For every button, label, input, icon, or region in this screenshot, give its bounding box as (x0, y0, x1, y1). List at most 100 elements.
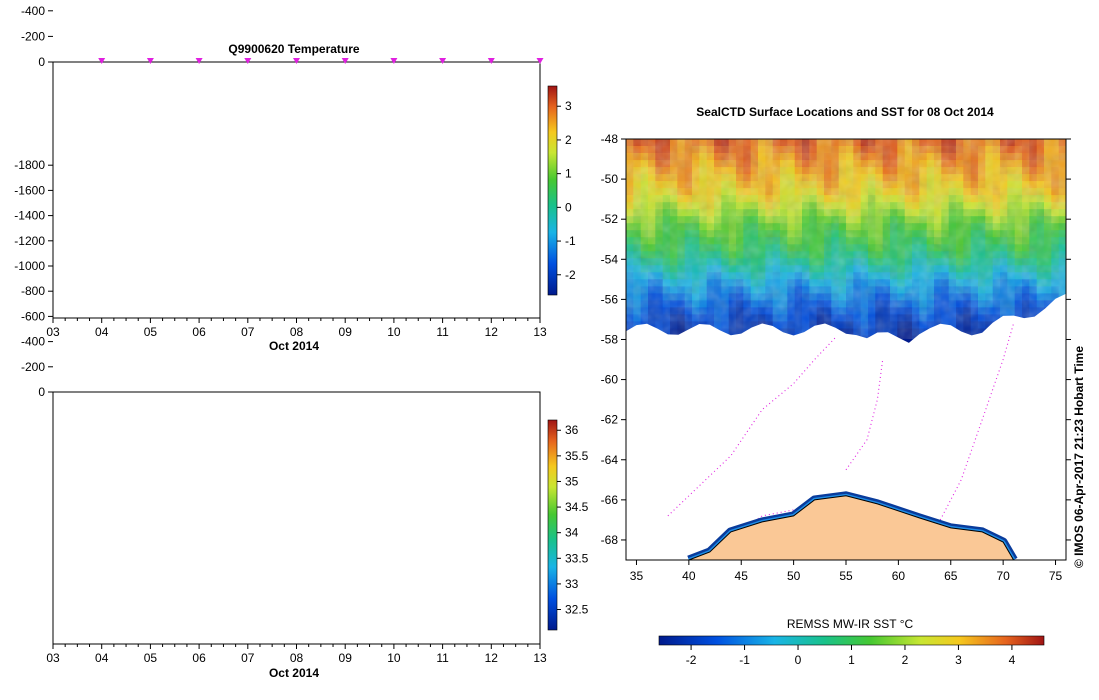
y-tick-label: -1800 (14, 158, 45, 172)
map-y-tick-label: -54 (601, 252, 619, 266)
map-x-tick-label: 75 (1049, 569, 1063, 583)
colorbar-tick-label: 3 (565, 99, 572, 113)
y-tick-label: 0 (38, 55, 45, 69)
colorbar-tick-label: 34.5 (565, 500, 589, 514)
colorbar-tick-label: 2 (565, 133, 572, 147)
colorbar-tick-label: -2 (565, 268, 576, 282)
salinity-colorbar (547, 419, 558, 631)
y-tick-label: -400 (21, 4, 45, 18)
sst-colorbar-tick-label: 3 (955, 653, 962, 667)
sst-colorbar-tick-label: -1 (739, 653, 750, 667)
surface-marker (244, 58, 252, 64)
x-tick-label: 04 (95, 325, 109, 339)
y-tick-label: -1000 (14, 259, 45, 273)
y-tick-label: -600 (21, 309, 45, 323)
x-tick-label: 09 (339, 325, 353, 339)
salinity-colorbar-ticks: 36 35.5 35 34.5 34 33.5 33 32.5 (557, 423, 589, 617)
x-tick-label: 13 (533, 325, 547, 339)
map-y-tick-label: -66 (601, 493, 619, 507)
x-tick-label: 05 (144, 325, 158, 339)
map-y-tick-label: -50 (601, 172, 619, 186)
colorbar-tick-label: 36 (565, 423, 579, 437)
map-y-tick-label: -64 (601, 453, 619, 467)
colorbar-tick-label: 1 (565, 167, 572, 181)
colorbar-tick-label: 35 (565, 474, 579, 488)
surface-marker (146, 58, 154, 64)
x-tick-label: 13 (533, 651, 547, 665)
x-tick-label: 12 (485, 325, 499, 339)
sst-colorbar-tick-label: -2 (686, 653, 697, 667)
sea-ice-edge (626, 293, 1066, 560)
colorbar-tick-label: 32.5 (565, 603, 589, 617)
map-x-tick-label: 45 (735, 569, 749, 583)
map-x-tick-label: 65 (944, 569, 958, 583)
sst-colorbar-tick-label: 1 (848, 653, 855, 667)
y-tick-label: -400 (21, 335, 45, 349)
map-y-tick-label: -52 (601, 212, 619, 226)
map-x-tick-label: 55 (839, 569, 853, 583)
x-tick-label: 05 (144, 651, 158, 665)
temperature-colorbar (547, 85, 558, 296)
y-tick-label: -1400 (14, 209, 45, 223)
colorbar-tick-label: 35.5 (565, 449, 589, 463)
map-y-tick-label: -48 (601, 132, 619, 146)
colorbar-tick-label: 33.5 (565, 551, 589, 565)
surface-marker (439, 58, 447, 64)
x-tick-label: 10 (387, 651, 401, 665)
temperature-colorbar-ticks: 3 2 1 0 -1 -2 (557, 99, 576, 282)
x-tick-label: 12 (485, 651, 499, 665)
map-x-tick-label: 60 (892, 569, 906, 583)
x-tick-label: 08 (290, 651, 304, 665)
x-tick-label: 09 (339, 651, 353, 665)
map-x-tick-label: 70 (996, 569, 1010, 583)
map-y-tick-label: -60 (601, 373, 619, 387)
salinity-panel: 03 04 05 06 07 08 09 10 11 12 13 0 -200 -400 -600 -800 -… (14, 158, 588, 680)
x-tick-label: 06 (192, 651, 206, 665)
colorbar-tick-label: -1 (565, 234, 576, 248)
surface-marker (98, 58, 106, 64)
sst-colorbar-tick-label: 0 (795, 653, 802, 667)
colorbar-tick-label: 34 (565, 526, 579, 540)
surface-marker (390, 58, 398, 64)
map-y-tick-label: -58 (601, 332, 619, 346)
map-y-tick-label: -56 (601, 292, 619, 306)
y-tick-label: -200 (21, 29, 45, 43)
salinity-axes: 03 04 05 06 07 08 09 10 11 12 13 0 -200 -400 -600 -800 -… (14, 158, 547, 665)
x-tick-label: 11 (436, 325, 449, 339)
map-y-tick-label: -68 (601, 533, 619, 547)
surface-marker (341, 58, 349, 64)
surface-marker (195, 58, 203, 64)
sst-cell (904, 335, 913, 343)
sst-colorbar-tick-label: 4 (1009, 653, 1016, 667)
sst-map-axes: 35 40 45 50 55 60 65 70 75 -48 -50 -52 -54 -56 -58 -60 -… (601, 132, 1071, 583)
y-tick-label: -1600 (14, 183, 45, 197)
x-tick-label: 08 (290, 325, 304, 339)
map-x-tick-label: 35 (630, 569, 644, 583)
map-x-tick-label: 50 (787, 569, 801, 583)
antarctica-land (688, 495, 1015, 560)
y-tick-label: -800 (21, 284, 45, 298)
sst-colorbar-label: REMSS MW-IR SST °C (787, 617, 914, 631)
sst-colorbar-ticks: -2 -1 0 1 2 3 4 (686, 645, 1016, 667)
temperature-panel: Q9900620 Temperature 03 04 05 06 07 08 09 10 11 1… (21, 4, 576, 353)
sst-colorbar-tick-label: 2 (902, 653, 909, 667)
sst-map-panel: SealCTD Surface Locations and SST for 08… (601, 105, 1086, 667)
x-tick-label: 04 (95, 651, 109, 665)
temperature-axes: 03040506070809101112130-200-400-600-800-… (21, 4, 547, 339)
seal-track (939, 323, 1015, 521)
surface-marker (293, 58, 300, 64)
x-tick-label: 10 (387, 325, 401, 339)
temperature-xlabel: Oct 2014 (269, 339, 319, 353)
sst-texture (626, 139, 1066, 339)
surface-marker (536, 58, 544, 64)
x-tick-label: 07 (241, 325, 255, 339)
x-tick-label: 06 (192, 325, 206, 339)
x-tick-label: 07 (241, 651, 255, 665)
colorbar-tick-label: 0 (565, 200, 572, 214)
colorbar-tick-label: 33 (565, 577, 579, 591)
copyright-note: © IMOS 06-Apr-2017 21:23 Hobart Time (1072, 346, 1086, 568)
x-tick-label: 11 (436, 651, 449, 665)
x-tick-label: 03 (46, 325, 60, 339)
y-tick-label: -200 (21, 360, 45, 374)
